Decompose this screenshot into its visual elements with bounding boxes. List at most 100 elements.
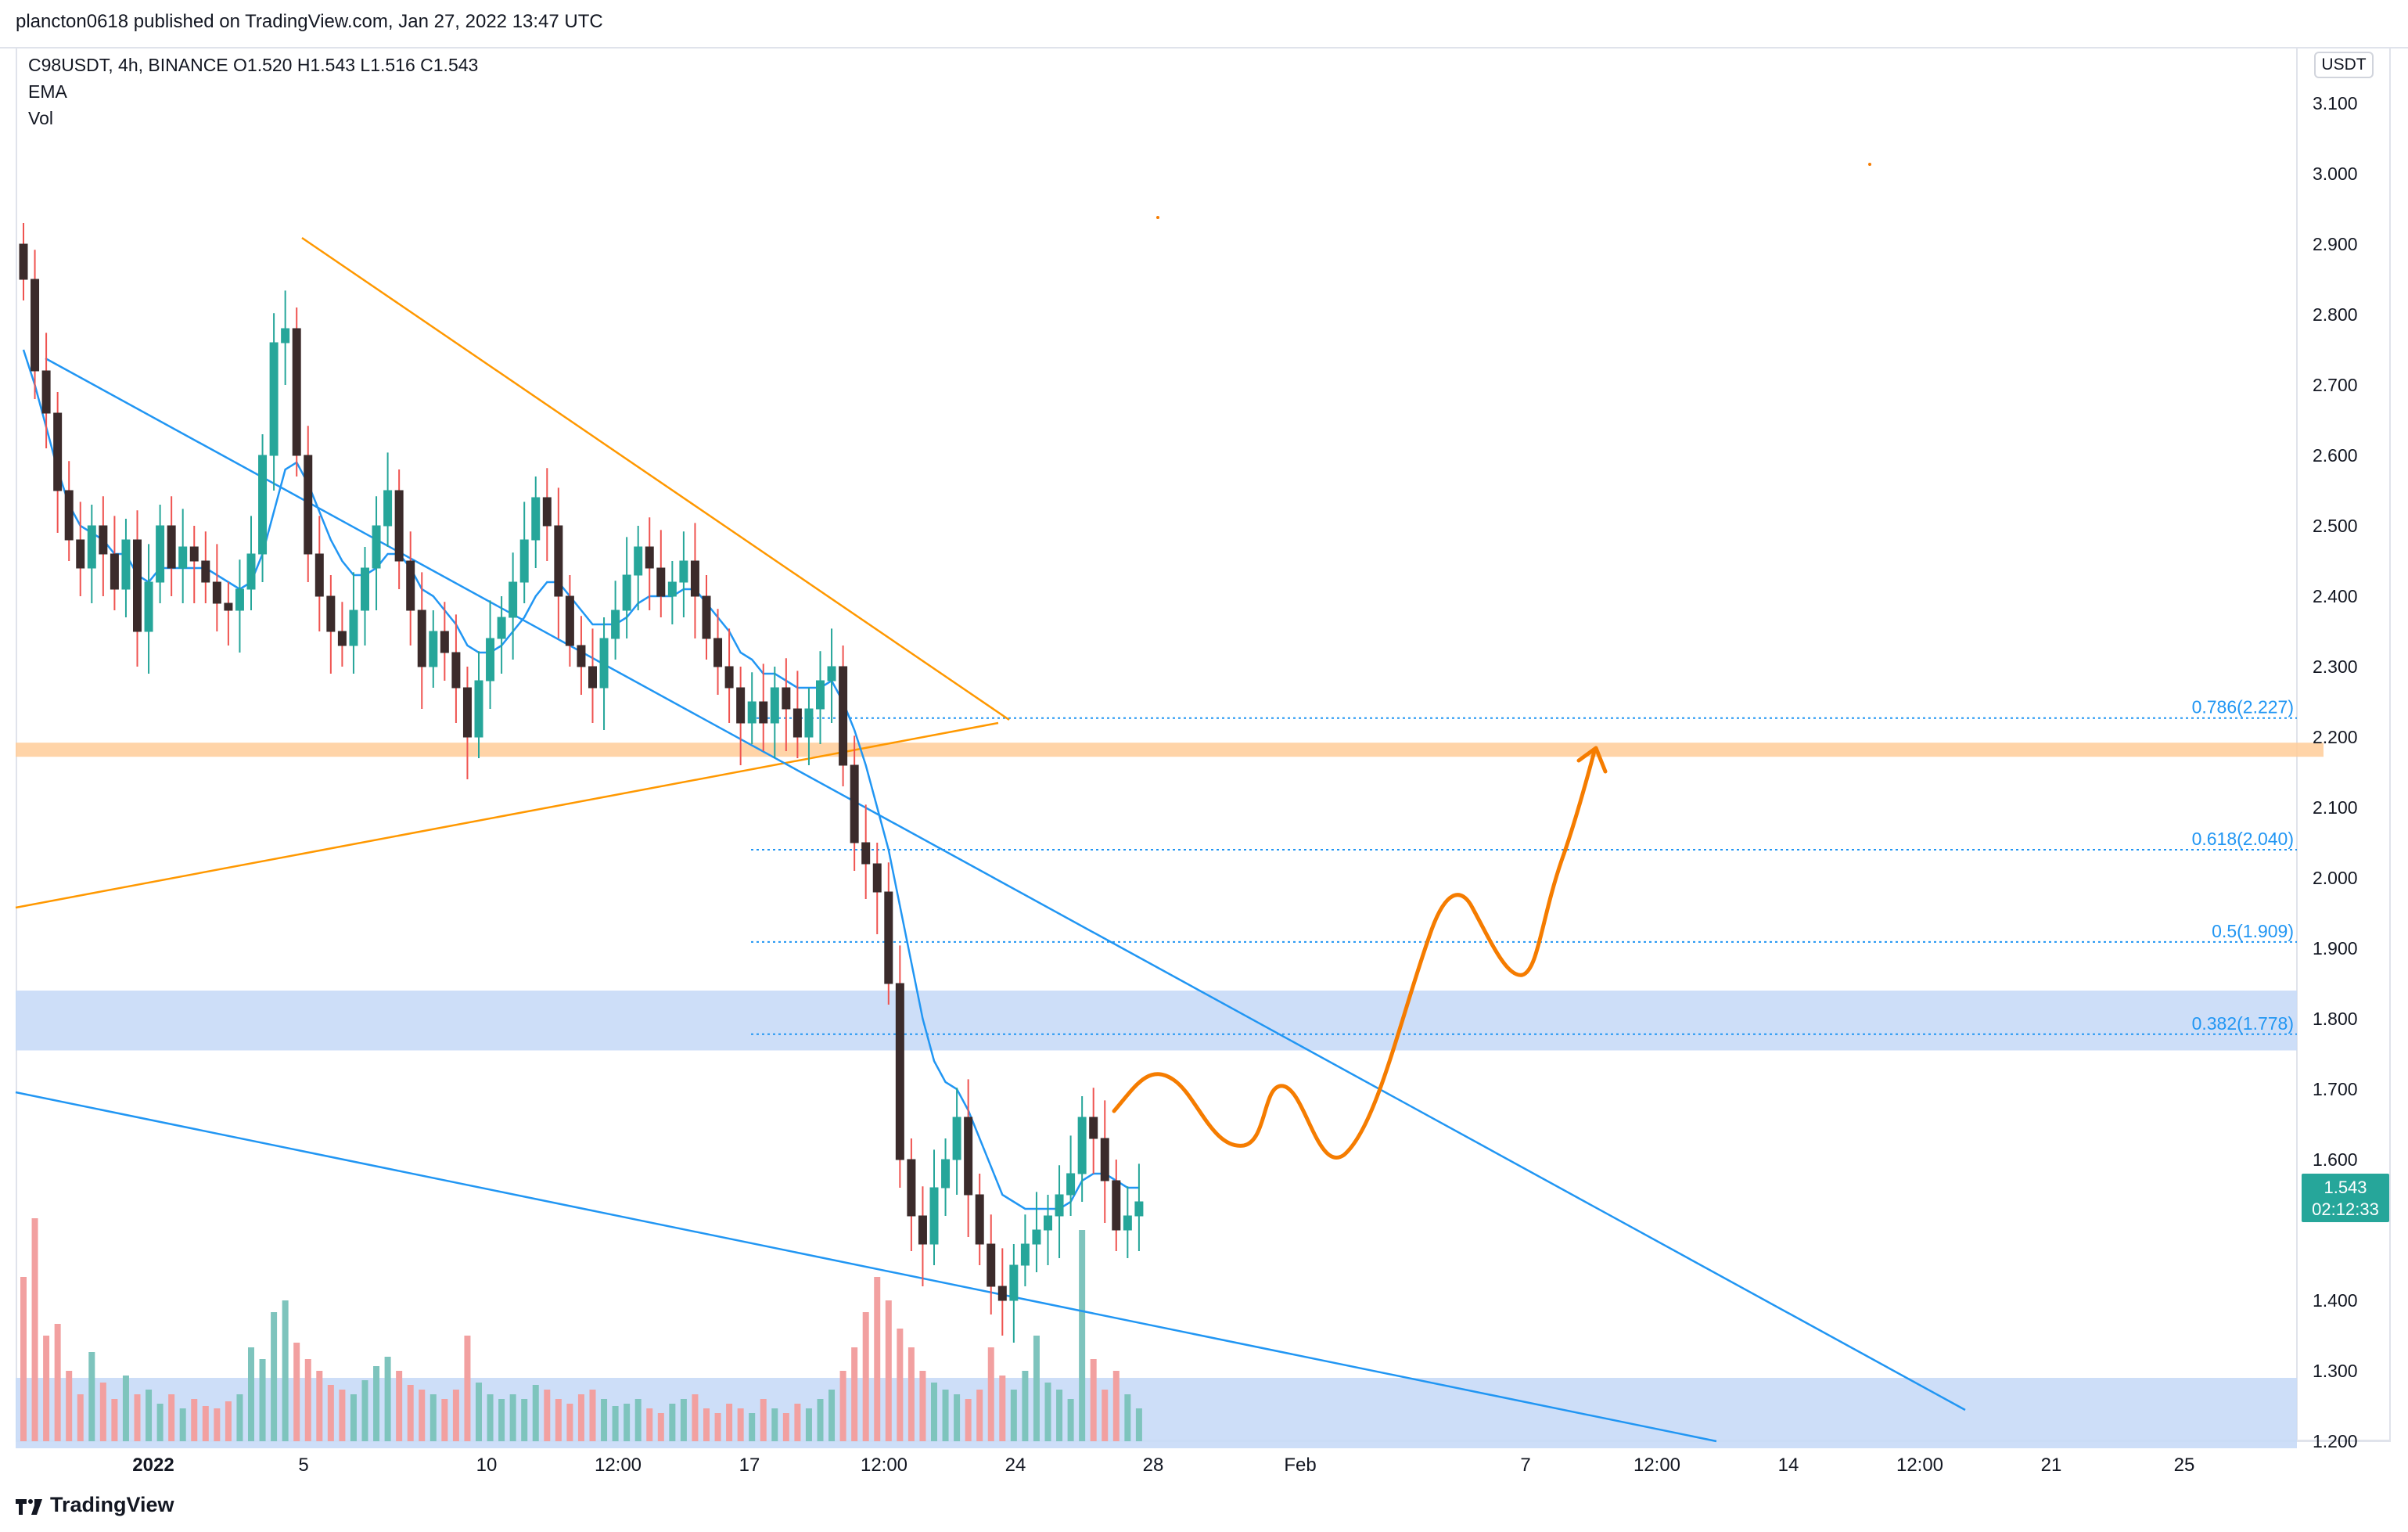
candle-body[interactable] bbox=[792, 708, 802, 738]
candle-body[interactable] bbox=[759, 701, 768, 724]
candle-body[interactable] bbox=[599, 638, 609, 689]
candle-body[interactable] bbox=[53, 412, 63, 491]
candle-body[interactable] bbox=[121, 539, 131, 590]
projected-price-path[interactable] bbox=[1112, 749, 1597, 1160]
candle-body[interactable] bbox=[679, 560, 688, 583]
candle-body[interactable] bbox=[349, 610, 358, 646]
candle-body[interactable] bbox=[87, 525, 96, 569]
candle-body[interactable] bbox=[816, 680, 825, 710]
candle-body[interactable] bbox=[724, 666, 734, 689]
candle-body[interactable] bbox=[1009, 1264, 1019, 1301]
zone-resistance[interactable] bbox=[16, 743, 2324, 757]
candle-body[interactable] bbox=[554, 525, 563, 597]
candle-body[interactable] bbox=[918, 1215, 927, 1245]
candle-body[interactable] bbox=[827, 666, 836, 681]
lower-blue-channel-line[interactable] bbox=[15, 1091, 1717, 1443]
candle-body[interactable] bbox=[76, 539, 85, 569]
candle-body[interactable] bbox=[987, 1243, 996, 1287]
upper-blue-channel-line[interactable] bbox=[45, 357, 1966, 1412]
candle-body[interactable] bbox=[895, 983, 904, 1160]
ema-legend[interactable]: EMA bbox=[28, 81, 67, 102]
candle-body[interactable] bbox=[770, 687, 779, 724]
candle-body[interactable] bbox=[577, 645, 586, 667]
candle-body[interactable] bbox=[690, 560, 699, 597]
candle-body[interactable] bbox=[839, 666, 848, 766]
candle-body[interactable] bbox=[1020, 1243, 1030, 1266]
candle-body[interactable] bbox=[178, 546, 188, 569]
candle-body[interactable] bbox=[156, 525, 165, 583]
candle-body[interactable] bbox=[519, 539, 529, 583]
candle-body[interactable] bbox=[314, 553, 324, 597]
candle-body[interactable] bbox=[474, 680, 483, 738]
candle-body[interactable] bbox=[1112, 1180, 1121, 1231]
ascending-orange-trendline[interactable] bbox=[15, 721, 999, 909]
candle-body[interactable] bbox=[167, 525, 176, 569]
candle-body[interactable] bbox=[326, 595, 336, 632]
candle-body[interactable] bbox=[486, 638, 495, 681]
candle-body[interactable] bbox=[99, 525, 108, 555]
candle-body[interactable] bbox=[246, 553, 256, 590]
candle-body[interactable] bbox=[361, 567, 369, 611]
candle-body[interactable] bbox=[804, 708, 814, 738]
candle-body[interactable] bbox=[884, 891, 893, 984]
candle-body[interactable] bbox=[713, 638, 723, 667]
candle-body[interactable] bbox=[110, 553, 119, 590]
candle-body[interactable] bbox=[1089, 1117, 1098, 1139]
candle-body[interactable] bbox=[212, 581, 221, 604]
candle-body[interactable] bbox=[462, 687, 472, 738]
candle-body[interactable] bbox=[747, 701, 757, 724]
candle-body[interactable] bbox=[235, 588, 244, 611]
tradingview-logo[interactable]: TradingView bbox=[16, 1493, 174, 1517]
candle-body[interactable] bbox=[189, 546, 199, 562]
candle-body[interactable] bbox=[258, 455, 268, 555]
candle-body[interactable] bbox=[929, 1187, 939, 1245]
symbol-legend[interactable]: C98USDT, 4h, BINANCE O1.520 H1.543 L1.51… bbox=[28, 55, 479, 75]
candle-body[interactable] bbox=[133, 539, 142, 632]
candle-body[interactable] bbox=[292, 328, 301, 456]
candle-body[interactable] bbox=[406, 560, 415, 611]
descending-orange-trendline[interactable] bbox=[301, 236, 1010, 721]
candle-body[interactable] bbox=[1032, 1229, 1041, 1245]
candle-body[interactable] bbox=[1077, 1117, 1087, 1174]
candle-body[interactable] bbox=[394, 490, 404, 562]
candle-body[interactable] bbox=[611, 610, 620, 639]
candle-body[interactable] bbox=[64, 490, 74, 541]
candle-body[interactable] bbox=[997, 1286, 1007, 1301]
candle-body[interactable] bbox=[542, 497, 552, 527]
candle-body[interactable] bbox=[19, 243, 28, 280]
candle-body[interactable] bbox=[41, 370, 51, 414]
candle-body[interactable] bbox=[634, 546, 643, 576]
candle-body[interactable] bbox=[31, 279, 40, 372]
candle-body[interactable] bbox=[1134, 1201, 1144, 1217]
candle-body[interactable] bbox=[337, 631, 347, 646]
vol-legend[interactable]: Vol bbox=[28, 108, 53, 128]
candle-body[interactable] bbox=[872, 863, 882, 893]
candle-body[interactable] bbox=[656, 567, 666, 597]
candle-body[interactable] bbox=[509, 581, 518, 618]
candle-body[interactable] bbox=[531, 497, 541, 541]
candle-body[interactable] bbox=[667, 581, 677, 597]
candle-body[interactable] bbox=[702, 595, 711, 639]
candle-body[interactable] bbox=[941, 1159, 951, 1189]
candle-body[interactable] bbox=[269, 342, 279, 456]
candle-body[interactable] bbox=[417, 610, 426, 667]
candle-body[interactable] bbox=[383, 490, 393, 527]
candle-body[interactable] bbox=[907, 1159, 916, 1217]
candle-body[interactable] bbox=[144, 581, 153, 632]
candle-body[interactable] bbox=[1100, 1138, 1109, 1181]
candle-body[interactable] bbox=[736, 687, 746, 724]
candle-body[interactable] bbox=[224, 602, 233, 611]
candle-body[interactable] bbox=[975, 1194, 984, 1245]
candle-body[interactable] bbox=[1055, 1194, 1064, 1217]
candle-body[interactable] bbox=[201, 560, 210, 583]
candle-body[interactable] bbox=[850, 764, 859, 843]
candle-body[interactable] bbox=[429, 631, 438, 667]
candle-body[interactable] bbox=[645, 546, 654, 569]
candle-body[interactable] bbox=[622, 574, 631, 611]
candle-body[interactable] bbox=[497, 617, 506, 639]
candle-body[interactable] bbox=[565, 595, 574, 646]
candle-body[interactable] bbox=[372, 525, 381, 569]
candle-body[interactable] bbox=[952, 1117, 961, 1160]
candle-body[interactable] bbox=[304, 455, 313, 555]
